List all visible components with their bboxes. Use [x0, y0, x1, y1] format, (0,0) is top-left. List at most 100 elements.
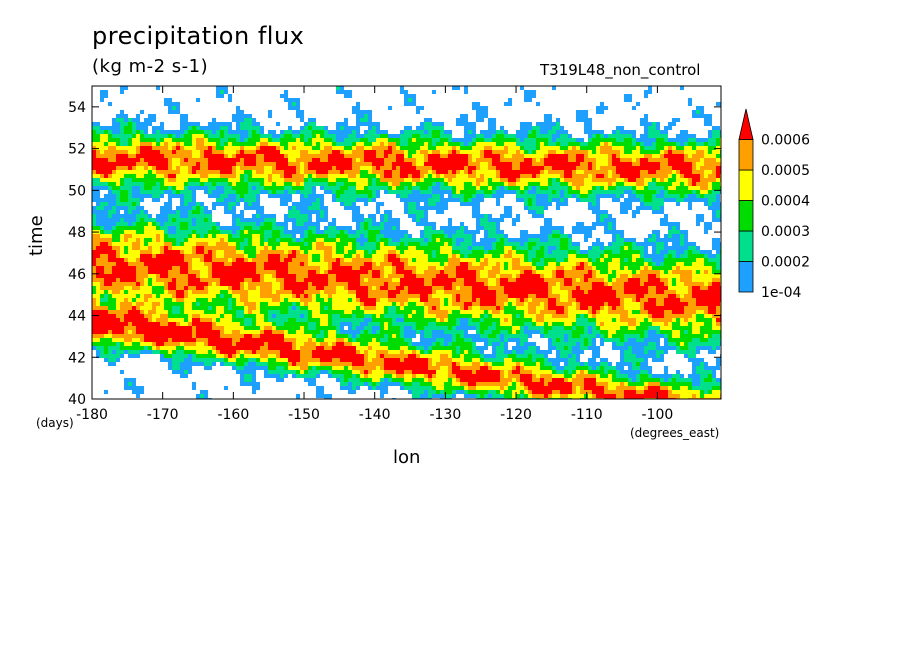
field-cell — [104, 222, 108, 226]
field-cell — [108, 262, 112, 266]
field-cell — [592, 186, 596, 190]
field-cell — [712, 166, 716, 170]
field-cell — [516, 258, 520, 262]
field-cell — [216, 250, 220, 254]
field-cell — [396, 134, 400, 138]
field-cell — [620, 246, 624, 250]
field-cell — [124, 234, 128, 238]
field-cell — [464, 250, 468, 254]
field-cell — [336, 230, 340, 234]
field-cell — [252, 126, 256, 130]
field-cell — [296, 134, 300, 138]
field-cell — [524, 242, 528, 246]
field-cell — [644, 190, 648, 194]
field-cell — [512, 186, 516, 190]
field-cell — [660, 162, 664, 166]
field-cell — [232, 150, 236, 154]
field-cell — [148, 238, 152, 242]
field-cell — [672, 170, 676, 174]
field-cell — [464, 166, 468, 170]
field-cell — [168, 214, 172, 218]
field-cell — [592, 242, 596, 246]
field-cell — [524, 202, 528, 206]
field-cell — [624, 238, 628, 242]
field-cell — [196, 166, 200, 170]
field-cell — [416, 194, 420, 198]
field-cell — [324, 206, 328, 210]
field-cell — [544, 154, 548, 158]
field-cell — [224, 258, 228, 262]
field-cell — [336, 146, 340, 150]
field-cell — [580, 110, 584, 114]
field-cell — [624, 178, 628, 182]
field-cell — [624, 170, 628, 174]
field-cell — [200, 210, 204, 214]
field-cell — [440, 130, 444, 134]
field-cell — [208, 246, 212, 250]
field-cell — [268, 218, 272, 222]
field-cell — [348, 170, 352, 174]
field-cell — [412, 102, 416, 106]
field-cell — [156, 258, 160, 262]
field-cell — [652, 238, 656, 242]
field-cell — [200, 254, 204, 258]
field-cell — [240, 218, 244, 222]
field-cell — [576, 254, 580, 258]
field-cell — [576, 146, 580, 150]
field-cell — [320, 206, 324, 210]
field-cell — [456, 86, 460, 90]
field-cell — [592, 178, 596, 182]
field-cell — [708, 190, 712, 194]
field-cell — [544, 130, 548, 134]
field-cell — [628, 258, 632, 262]
field-cell — [452, 234, 456, 238]
field-cell — [292, 130, 296, 134]
field-cell — [240, 242, 244, 246]
field-cell — [236, 182, 240, 186]
field-cell — [320, 202, 324, 206]
field-cell — [716, 218, 720, 222]
field-cell — [660, 142, 664, 146]
field-cell — [296, 98, 300, 102]
field-cell — [672, 226, 676, 230]
field-cell — [344, 186, 348, 190]
field-cell — [252, 218, 256, 222]
field-cell — [96, 246, 100, 250]
field-cell — [148, 234, 152, 238]
field-cell — [256, 198, 260, 202]
field-cell — [240, 122, 244, 126]
field-cell — [668, 258, 672, 262]
field-cell — [408, 254, 412, 258]
field-cell — [200, 258, 204, 262]
field-cell — [568, 142, 572, 146]
field-cell — [360, 230, 364, 234]
field-cell — [716, 190, 720, 194]
field-cell — [156, 86, 160, 90]
field-cell — [544, 222, 548, 226]
field-cell — [388, 158, 392, 162]
field-cell — [396, 234, 400, 238]
field-cell — [296, 150, 300, 154]
field-cell — [236, 202, 240, 206]
field-cell — [676, 234, 680, 238]
field-cell — [712, 214, 716, 218]
field-cell — [480, 110, 484, 114]
field-cell — [468, 202, 472, 206]
field-cell — [120, 242, 124, 246]
field-cell — [628, 206, 632, 210]
field-cell — [344, 234, 348, 238]
field-cell — [632, 258, 636, 262]
field-cell — [336, 190, 340, 194]
field-cell — [436, 250, 440, 254]
field-cell — [560, 174, 564, 178]
field-cell — [220, 258, 224, 262]
field-cell — [204, 214, 208, 218]
field-cell — [268, 194, 272, 198]
field-cell — [256, 206, 260, 210]
field-cell — [612, 130, 616, 134]
field-cell — [260, 142, 264, 146]
field-cell — [324, 166, 328, 170]
field-cell — [480, 154, 484, 158]
field-cell — [636, 254, 640, 258]
field-cell — [616, 138, 620, 142]
